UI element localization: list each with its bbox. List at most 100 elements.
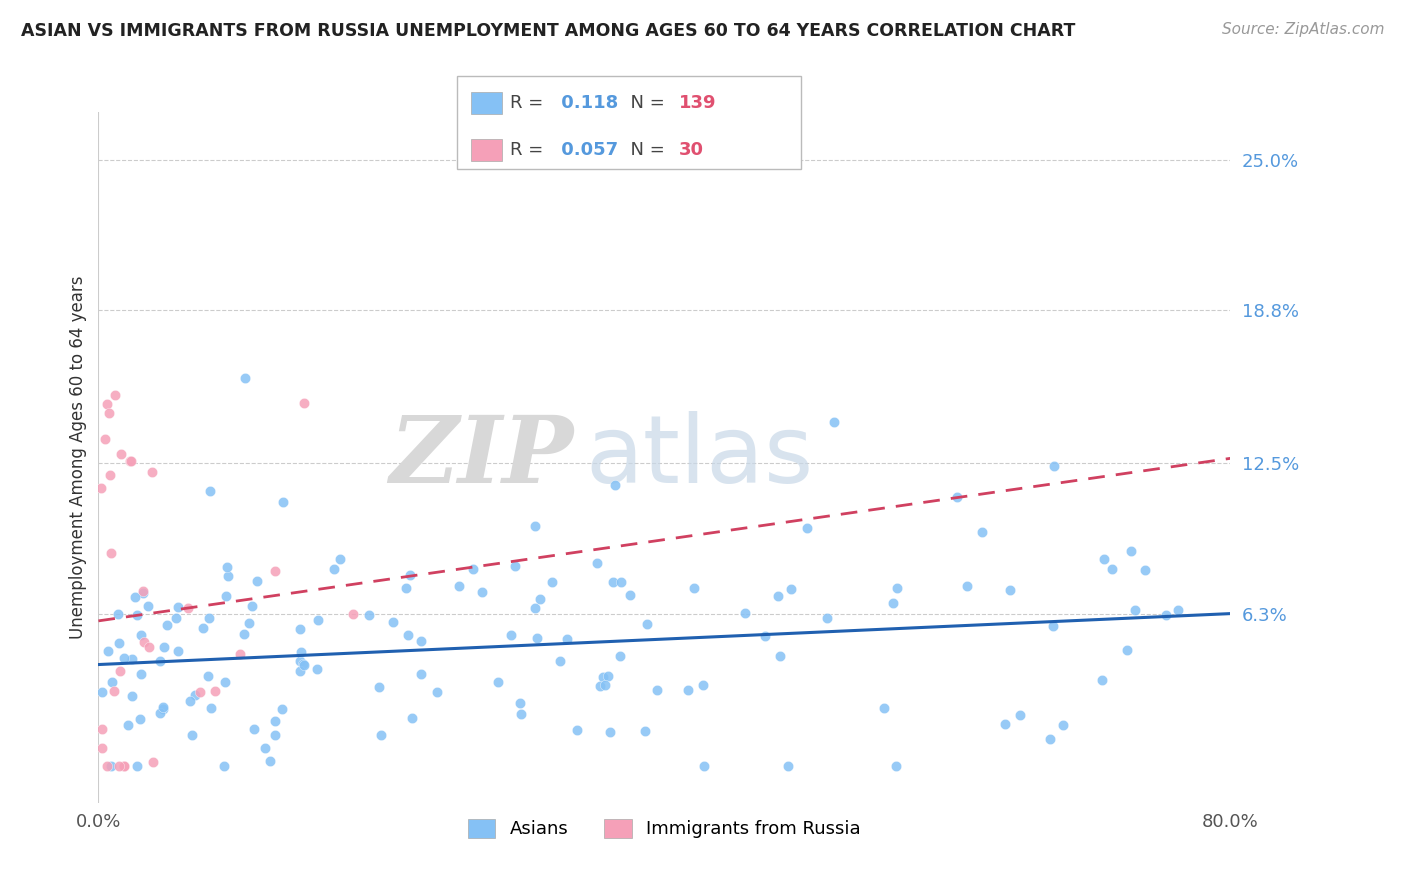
Point [97,644,120,658]
Point [589,679,612,693]
Point [149,654,172,668]
Point [367,680,389,694]
Point [96,759,118,773]
Point [112,759,135,773]
Point [815,611,838,625]
Text: 0.118: 0.118 [555,94,619,112]
Point [191,621,214,635]
Point [529,591,551,606]
Point [120,454,142,468]
Point [970,524,993,539]
Point [1115,643,1137,657]
Point [125,759,148,773]
Point [780,582,803,596]
Point [107,759,129,773]
Point [401,711,423,725]
Point [1042,619,1064,633]
Point [541,575,564,590]
Point [603,478,626,492]
Point [288,654,311,668]
Point [396,628,419,642]
Point [292,657,315,672]
Point [565,723,588,738]
Point [240,599,263,613]
Point [305,662,328,676]
Point [124,591,146,605]
Point [180,728,202,742]
Point [619,588,641,602]
Point [610,574,633,589]
Point [138,599,160,613]
Point [179,694,201,708]
Point [112,651,135,665]
Point [167,599,190,614]
Text: ZIP: ZIP [389,412,574,502]
Point [98,405,121,419]
Point [184,688,207,702]
Point [153,640,176,654]
Point [264,564,287,578]
Point [132,586,155,600]
Point [676,683,699,698]
Point [290,645,312,659]
Legend: Asians, Immigrants from Russia: Asians, Immigrants from Russia [461,812,868,846]
Point [259,754,281,768]
Point [548,654,571,668]
Point [1167,603,1189,617]
Text: 0.057: 0.057 [555,141,619,159]
Point [1123,602,1146,616]
Point [593,678,616,692]
Point [288,665,311,679]
Point [873,700,896,714]
Point [264,714,287,728]
Point [100,759,122,773]
Point [107,607,129,621]
Point [645,682,668,697]
Point [167,644,190,658]
Point [692,678,714,692]
Point [776,759,799,773]
Y-axis label: Unemployment Among Ages 60 to 64 years: Unemployment Among Ages 60 to 64 years [69,276,87,639]
Point [526,631,548,645]
Point [271,702,294,716]
Point [94,432,117,446]
Point [198,484,221,499]
Point [233,370,256,384]
Point [955,579,977,593]
Point [693,759,716,773]
Point [152,700,174,714]
Point [342,607,364,621]
Point [585,556,607,570]
Point [882,596,904,610]
Point [946,491,969,505]
Point [599,724,621,739]
Point [121,689,143,703]
Point [636,617,658,632]
Point [523,600,546,615]
Point [212,759,235,773]
Point [217,569,239,583]
Point [232,627,254,641]
Point [108,664,131,678]
Point [1091,673,1114,687]
Text: R =: R = [510,141,550,159]
Point [1092,552,1115,566]
Text: R =: R = [510,94,550,112]
Point [129,666,152,681]
Text: 30: 30 [679,141,704,159]
Point [152,702,174,716]
Point [370,728,392,742]
Point [503,558,526,573]
Point [463,562,485,576]
Point [994,717,1017,731]
Point [524,519,547,533]
Point [557,632,579,646]
Point [131,583,153,598]
Point [149,706,172,721]
Point [328,551,350,566]
Point [292,657,315,671]
Point [120,454,142,468]
Point [394,582,416,596]
Point [409,634,432,648]
Point [138,640,160,655]
